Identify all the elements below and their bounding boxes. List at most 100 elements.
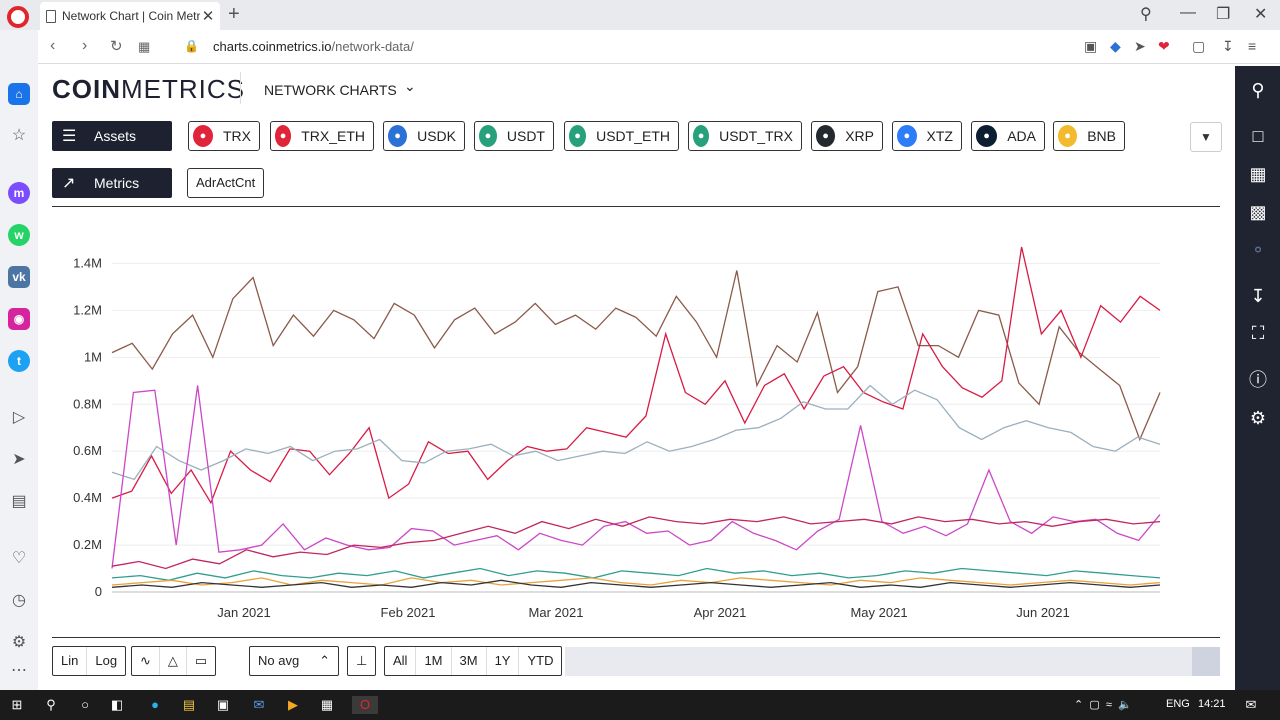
expand-assets-button[interactable]: ▼ — [1190, 122, 1222, 152]
series-line — [111, 384, 1161, 481]
asset-chip-label: USDT — [506, 128, 545, 144]
asset-chip-trx_eth[interactable]: ● TRX_ETH — [270, 121, 374, 151]
heart-icon[interactable]: ❤ — [1158, 38, 1170, 54]
player-icon[interactable]: ▷ — [12, 409, 26, 426]
history-icon[interactable]: ◷ — [12, 592, 26, 609]
range-1y-button[interactable]: 1Y — [487, 647, 520, 675]
forward-icon[interactable]: › — [82, 37, 88, 54]
star-icon[interactable]: ☆ — [11, 127, 27, 144]
twitter-icon[interactable]: t — [8, 350, 30, 372]
share-icon[interactable]: ⚬ — [1250, 240, 1266, 260]
clock[interactable]: 14:21 — [1198, 698, 1226, 710]
lin-button[interactable]: Lin — [53, 647, 88, 675]
tether-icon: ● — [693, 125, 710, 147]
asset-chip-usdt_eth[interactable]: ● USDT_ETH — [564, 121, 679, 151]
asset-chip-trx[interactable]: ● TRX — [188, 121, 260, 151]
assets-button[interactable]: ☰ Assets — [52, 121, 172, 151]
coinmetrics-logo[interactable]: COINMETRICS — [52, 74, 245, 104]
search-icon[interactable]: ⚲ — [46, 697, 56, 712]
edge-icon[interactable]: ● — [151, 697, 159, 712]
settings-icon[interactable]: ⚙ — [1249, 408, 1267, 428]
range-buttons: All 1M 3M 1Y YTD — [384, 646, 563, 676]
close-window-button[interactable]: ✕ — [1254, 6, 1268, 23]
asset-chip-usdt[interactable]: ● USDT — [474, 121, 554, 151]
asset-chip-usdk[interactable]: ● USDK — [383, 121, 465, 151]
tabs-grid-icon[interactable]: ▦ — [138, 39, 151, 54]
calculator-icon[interactable]: ▦ — [320, 697, 334, 712]
folder-icon[interactable]: ▦ — [1249, 164, 1267, 184]
opera-logo-icon[interactable] — [7, 6, 29, 28]
new-tab-button[interactable]: + — [228, 3, 240, 25]
new-file-icon[interactable]: □ — [1252, 126, 1264, 146]
save-icon[interactable]: ▩ — [1249, 202, 1267, 222]
more-icon[interactable]: ⋯ — [11, 662, 27, 679]
range-1m-button[interactable]: 1M — [416, 647, 452, 675]
asset-chip-usdt_trx[interactable]: ● USDT_TRX — [688, 121, 802, 151]
area-chart-icon[interactable]: △ — [160, 647, 187, 675]
date-range-slider[interactable] — [565, 647, 1220, 676]
menu-icon[interactable]: ≡ — [1248, 38, 1257, 54]
notifications-icon[interactable]: ✉ — [1245, 697, 1257, 712]
metric-chip[interactable]: AdrActCnt — [187, 168, 265, 198]
range-ytd-button[interactable]: YTD — [527, 653, 554, 668]
asset-chip-xtz[interactable]: ● XTZ — [892, 121, 962, 151]
stacked-chart-icon[interactable]: ▭ — [194, 653, 208, 668]
back-icon[interactable]: ‹ — [50, 37, 56, 54]
vk-icon[interactable]: vk — [8, 266, 30, 288]
opera-taskbar-icon[interactable]: O — [352, 696, 378, 714]
whatsapp-icon[interactable]: w — [8, 224, 30, 246]
mail-icon[interactable]: ✉ — [253, 697, 265, 712]
x-tick-label: Jun 2021 — [1016, 605, 1070, 620]
minimize-button[interactable]: — — [1180, 4, 1196, 21]
search-tabs-icon[interactable]: ⚲ — [1140, 6, 1152, 23]
download-icon[interactable]: ↧ — [1250, 286, 1266, 306]
camera-icon[interactable]: ▣ — [1084, 38, 1098, 54]
file-explorer-icon[interactable]: ▤ — [182, 697, 196, 712]
messenger-icon[interactable]: m — [8, 182, 30, 204]
chevron-down-icon[interactable]: ⌄ — [404, 78, 416, 94]
cortana-icon[interactable]: ○ — [81, 697, 89, 712]
fullscreen-icon[interactable]: ⛶ — [1251, 323, 1265, 343]
average-select[interactable]: No avg ⌃ — [249, 646, 339, 676]
log-button[interactable]: Log — [95, 653, 118, 668]
task-view-icon[interactable]: ◧ — [110, 697, 124, 712]
y-axis-button[interactable]: ⊥ — [347, 646, 376, 676]
metrics-button[interactable]: ↗ Metrics — [52, 168, 172, 198]
tab-close-icon[interactable]: ✕ — [201, 8, 215, 25]
wallet-icon[interactable]: ▤ — [11, 493, 27, 510]
box-icon[interactable]: ▢ — [1192, 38, 1206, 54]
asset-chip-xrp[interactable]: ● XRP — [811, 121, 883, 151]
y-tick-label: 0.2M — [73, 537, 102, 552]
media-icon[interactable]: ▶ — [288, 697, 298, 712]
asset-chip-bnb[interactable]: ● BNB — [1053, 121, 1125, 151]
layers-icon: ☰ — [62, 128, 77, 145]
line-chart-icon[interactable]: ∿ — [132, 647, 160, 675]
url-field[interactable]: charts.coinmetrics.io/network-data/ — [213, 39, 414, 54]
settings-icon[interactable]: ⚙ — [11, 634, 27, 651]
home-icon[interactable]: ⌂ — [8, 83, 30, 105]
browser-tab[interactable]: Network Chart | Coin Metri ✕ — [40, 2, 220, 30]
info-icon[interactable]: ⓘ — [1249, 370, 1267, 390]
asset-chip-label: XTZ — [926, 128, 953, 144]
network-charts-menu[interactable]: NETWORK CHARTS — [264, 82, 397, 98]
shield-icon[interactable]: ◆ — [1110, 38, 1121, 54]
windows-start-icon[interactable]: ⊞ — [11, 697, 23, 712]
instagram-icon[interactable]: ◉ — [8, 308, 30, 330]
reload-icon[interactable]: ↻ — [110, 38, 123, 55]
maximize-button[interactable]: ❐ — [1216, 6, 1231, 23]
language-indicator[interactable]: ENG — [1166, 698, 1190, 710]
system-tray[interactable]: ⌃ ▢ ≈ 🔈 — [1074, 699, 1132, 711]
asset-chip-ada[interactable]: ● ADA — [971, 121, 1045, 151]
download-icon[interactable]: ↧ — [1222, 38, 1234, 54]
slider-handle[interactable] — [1192, 647, 1220, 676]
network-chart[interactable]: 0 0.2M 0.4M 0.6M 0.8M 1M 1.2M 1.4M Jan 2021 Feb 2… — [52, 220, 1220, 630]
heart-icon[interactable]: ♡ — [11, 550, 27, 567]
key-icon[interactable]: ⚲ — [1251, 80, 1265, 100]
send-icon[interactable]: ➤ — [1134, 38, 1146, 54]
store-icon[interactable]: ▣ — [216, 697, 230, 712]
range-all-button[interactable]: All — [385, 647, 417, 675]
send-icon[interactable]: ➤ — [12, 451, 26, 468]
x-tick-label: Mar 2021 — [529, 605, 584, 620]
range-3m-button[interactable]: 3M — [452, 647, 487, 675]
asset-chip-label: TRX — [223, 128, 251, 144]
